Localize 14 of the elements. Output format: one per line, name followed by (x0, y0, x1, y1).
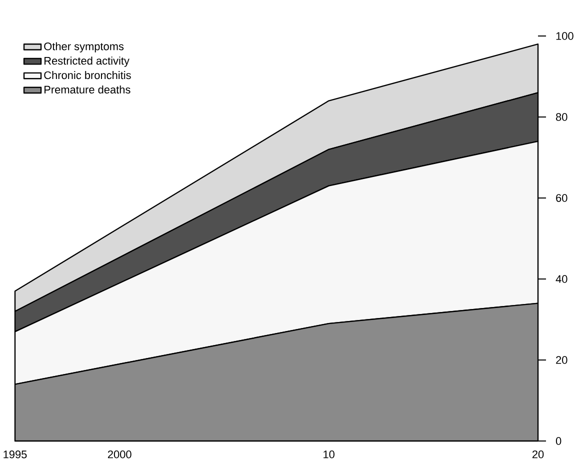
y-tick-label: 20 (556, 356, 568, 364)
y-tick-label: 100 (556, 32, 574, 40)
y-tick-label: 40 (556, 275, 568, 283)
legend-label: Other symptoms (44, 42, 124, 52)
x-tick-label: 20 (532, 450, 544, 458)
y-tick-label: 0 (556, 437, 562, 445)
x-tick-label: 2000 (108, 450, 132, 458)
legend-label: Premature deaths (44, 85, 130, 94)
y-tick-label: 80 (556, 113, 568, 121)
x-tick-label: 1995 (4, 450, 27, 458)
legend-label: Chronic bronchitis (44, 71, 131, 80)
x-tick-label: 10 (324, 450, 334, 458)
legend-label: Restricted activity (44, 56, 130, 67)
y-tick-label: 60 (556, 194, 568, 202)
